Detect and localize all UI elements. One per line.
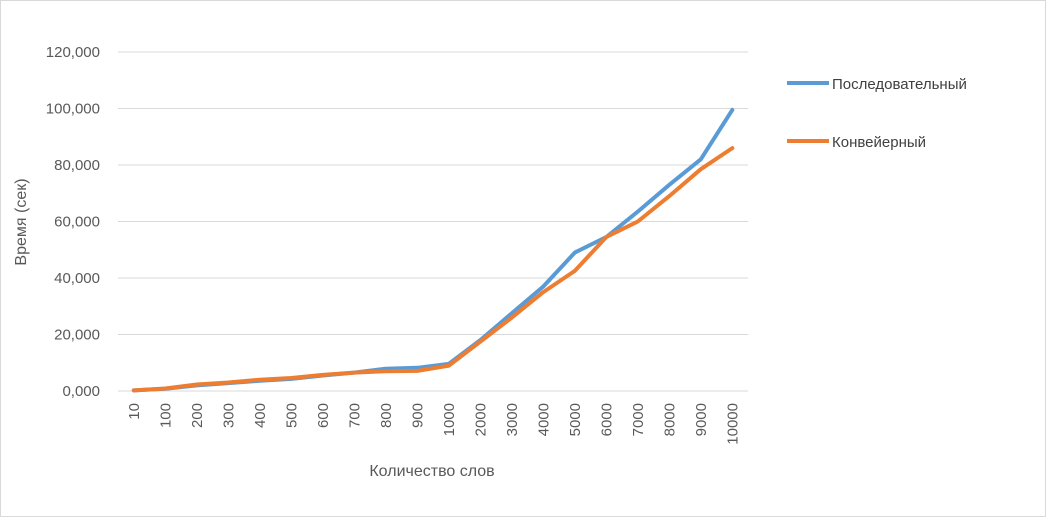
x-tick-label: 400 <box>252 403 269 428</box>
y-tick-label: 100,000 <box>46 101 100 118</box>
y-axis-title: Время (сек) <box>13 178 30 265</box>
x-tick-label: 5000 <box>567 403 584 436</box>
legend-label-pipeline: Конвейерный <box>832 134 926 151</box>
legend-label-sequential: Последовательный <box>832 76 967 93</box>
legend: Последовательный Конвейерный <box>787 76 967 151</box>
y-axis-tick-labels: 0,000 20,000 40,000 60,000 80,000 100,000 120,… <box>46 44 100 400</box>
x-tick-label: 9000 <box>693 403 710 436</box>
x-tick-label: 600 <box>315 403 332 428</box>
series-line-sequential <box>131 107 735 393</box>
x-tick-label: 200 <box>189 403 206 428</box>
series-lines <box>131 107 735 393</box>
x-tick-label: 500 <box>283 403 300 428</box>
y-tick-label: 80,000 <box>54 157 100 174</box>
x-tick-label: 100 <box>157 403 174 428</box>
x-tick-label: 10000 <box>724 403 741 445</box>
x-tick-label: 7000 <box>630 403 647 436</box>
x-tick-label: 10 <box>126 403 143 420</box>
y-tick-label: 0,000 <box>62 383 100 400</box>
x-tick-label: 2000 <box>472 403 489 436</box>
x-tick-label: 300 <box>220 403 237 428</box>
x-tick-label: 3000 <box>504 403 521 436</box>
x-tick-label: 6000 <box>598 403 615 436</box>
y-tick-label: 60,000 <box>54 214 100 231</box>
gridlines <box>118 51 748 392</box>
x-axis-tick-labels: 10 100 200 300 400 500 600 700 800 900 1000 2000 300… <box>126 403 742 445</box>
x-tick-label: 900 <box>409 403 426 428</box>
x-axis-title: Количество слов <box>369 463 494 480</box>
x-tick-label: 1000 <box>441 403 458 436</box>
x-tick-label: 4000 <box>535 403 552 436</box>
y-tick-label: 20,000 <box>54 327 100 344</box>
x-tick-label: 800 <box>378 403 395 428</box>
y-tick-label: 40,000 <box>54 270 100 287</box>
series-line-pipeline <box>131 146 735 393</box>
x-tick-label: 700 <box>346 403 363 428</box>
y-tick-label: 120,000 <box>46 44 100 61</box>
x-tick-label: 8000 <box>661 403 678 436</box>
